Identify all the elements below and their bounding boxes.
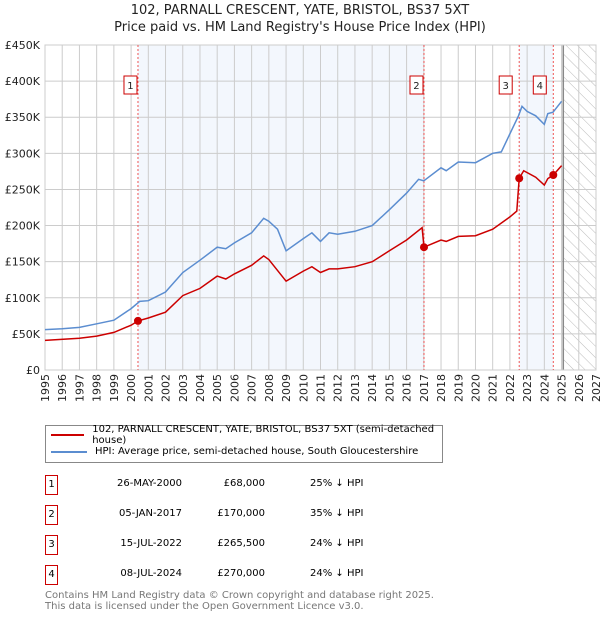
sale-point [515, 174, 524, 183]
x-tick-label: 2017 [418, 374, 431, 402]
footer: Contains HM Land Registry data © Crown c… [45, 590, 434, 612]
x-tick-label: 2001 [142, 374, 155, 402]
y-tick-label: £250K [5, 183, 41, 196]
title-line: 102, PARNALL CRESCENT, YATE, BRISTOL, BS… [130, 3, 470, 18]
x-tick-label: 1999 [108, 374, 121, 402]
y-tick-label: £350K [5, 111, 41, 124]
property-price-line [44, 165, 563, 342]
sale-price: £265,500 [217, 538, 265, 549]
footer-licence: This data is licensed under the Open Gov… [45, 601, 364, 612]
sale-marker-box: 1 [45, 475, 58, 495]
x-tick-label: 2006 [228, 374, 241, 402]
footer-copyright: Contains HM Land Registry data © Crown c… [45, 590, 434, 601]
x-tick-label: 2007 [246, 374, 259, 402]
x-tick-label: 2025 [556, 374, 569, 402]
sale-row: 4 08-JUL-2024 £270,000 24% ↓ HPI [45, 565, 445, 585]
x-tick-label: 2005 [211, 374, 224, 402]
x-tick-label: 1996 [56, 374, 69, 402]
x-tick-label: 2012 [332, 374, 345, 402]
legend-swatch-red [51, 433, 85, 436]
legend-swatch-blue [51, 450, 87, 453]
x-tick-label: 2023 [521, 374, 534, 402]
sale-date: 05-JAN-2017 [118, 508, 182, 519]
plot-border [44, 44, 597, 371]
sale-hpi-diff: 25% ↓ HPI [310, 478, 364, 489]
subtitle-line: Price paid vs. HM Land Registry's House … [114, 20, 486, 35]
sale-label: 3 [503, 81, 509, 92]
sale-date: 15-JUL-2022 [120, 538, 182, 549]
sale-label: 1 [127, 81, 133, 92]
x-tick-label: 1998 [91, 374, 104, 402]
sale-label-box [123, 75, 138, 95]
sale-label: 4 [537, 81, 543, 92]
x-tick-label: 2020 [469, 374, 482, 402]
x-tick-label: 2008 [263, 374, 276, 402]
x-tick-label: 1997 [73, 374, 86, 402]
x-tick-label: 2018 [435, 374, 448, 402]
shade-period [137, 45, 424, 370]
sale-point [133, 316, 142, 325]
y-tick-label: £300K [5, 147, 41, 160]
legend-label: 102, PARNALL CRESCENT, YATE, BRISTOL, BS… [92, 423, 435, 446]
x-tick-label: 2003 [177, 374, 190, 402]
x-tick-label: 2019 [452, 374, 465, 402]
x-tick-label: 2015 [383, 374, 396, 402]
sale-label-box [409, 75, 424, 95]
sale-label-box [532, 75, 547, 95]
y-tick-label: £400K [5, 75, 41, 88]
y-tick-label: £450K [5, 39, 41, 52]
forecast-hatch [563, 45, 596, 370]
sale-marker-box: 3 [45, 535, 58, 555]
legend-item-hpi: HPI: Average price, semi-detached house,… [46, 443, 442, 460]
y-tick-label: £50K [12, 328, 41, 341]
sale-row: 1 26-MAY-2000 £68,000 25% ↓ HPI [45, 475, 445, 495]
sale-hpi-diff: 24% ↓ HPI [310, 568, 364, 579]
sale-point [419, 243, 428, 252]
y-tick-label: £0 [26, 364, 40, 377]
y-tick-label: £200K [5, 220, 41, 233]
legend-label: HPI: Average price, semi-detached house,… [95, 446, 419, 457]
sale-date: 08-JUL-2024 [120, 568, 182, 579]
sale-label: 2 [413, 81, 419, 92]
sale-marker-box: 4 [45, 565, 58, 585]
sale-row: 3 15-JUL-2022 £265,500 24% ↓ HPI [45, 535, 445, 555]
sale-price: £68,000 [223, 478, 265, 489]
sale-hpi-diff: 24% ↓ HPI [310, 538, 364, 549]
sale-date: 26-MAY-2000 [116, 478, 182, 489]
sale-hpi-diff: 35% ↓ HPI [310, 508, 364, 519]
x-tick-label: 2000 [125, 374, 138, 402]
y-tick-label: £150K [5, 256, 41, 269]
x-tick-label: 2026 [573, 374, 586, 402]
price-chart: 1995 1996 1997 1998 1999 2000 2001 2002 2003 2004… [5, 39, 600, 402]
x-tick-label: 2009 [280, 374, 293, 402]
x-tick-label: 2016 [401, 374, 414, 402]
x-tick-label: 2027 [590, 374, 600, 402]
legend: 102, PARNALL CRESCENT, YATE, BRISTOL, BS… [45, 423, 443, 463]
x-tick-label: 2024 [538, 374, 551, 402]
x-tick-label: 2013 [349, 374, 362, 402]
legend-item-property: 102, PARNALL CRESCENT, YATE, BRISTOL, BS… [46, 423, 442, 446]
x-tick-label: 2011 [315, 374, 328, 402]
x-tick-label: 2021 [487, 374, 500, 402]
sale-marker-box: 2 [45, 505, 58, 525]
y-tick-label: £100K [5, 292, 41, 305]
x-tick-label: 2010 [297, 374, 310, 402]
chart-title: 102, PARNALL CRESCENT, YATE, BRISTOL, BS… [0, 2, 600, 36]
sale-point [549, 171, 558, 179]
sale-price: £270,000 [217, 568, 265, 579]
sale-label-box [498, 75, 513, 95]
shade-period [519, 45, 554, 370]
x-tick-label: 2004 [194, 374, 207, 402]
hpi-line [44, 100, 563, 331]
sale-price: £170,000 [217, 508, 265, 519]
x-tick-label: 2022 [504, 374, 517, 402]
x-tick-label: 2002 [160, 374, 173, 402]
x-tick-label: 1995 [39, 374, 52, 402]
x-tick-label: 2014 [366, 374, 379, 402]
sale-row: 2 05-JAN-2017 £170,000 35% ↓ HPI [45, 505, 445, 525]
